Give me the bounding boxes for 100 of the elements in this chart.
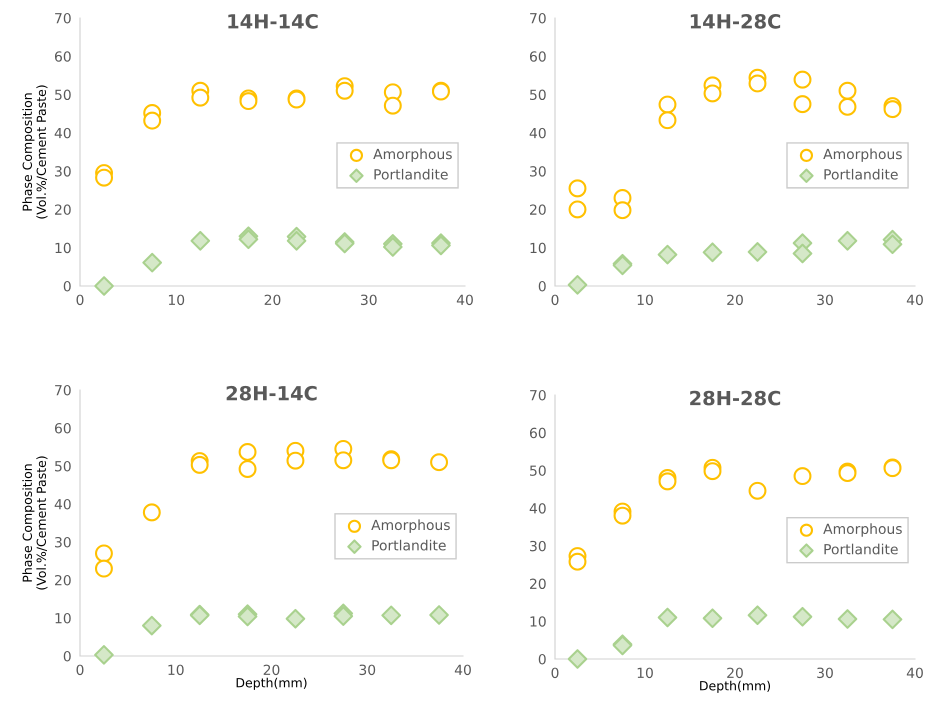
- y-tick-label: 60: [54, 51, 71, 62]
- chart-title: 14H-14C: [228, 14, 318, 29]
- x-tick-label: 10: [168, 664, 184, 676]
- point: [794, 95, 812, 114]
- y-tick-label: 20: [55, 204, 71, 215]
- chart-title: 14H-28C: [690, 14, 780, 29]
- x-tick-label: 10: [638, 294, 653, 306]
- x-tick-label: 40: [456, 294, 473, 306]
- point: [286, 230, 306, 251]
- y-tick-label: 40: [54, 128, 71, 138]
- x-tick-label: 0: [551, 668, 558, 678]
- point: [748, 242, 768, 262]
- y-tick-label: 0: [538, 280, 546, 292]
- point: [838, 82, 856, 100]
- point: [614, 201, 632, 220]
- point: [794, 70, 812, 89]
- point: [142, 252, 162, 272]
- point: [748, 74, 766, 92]
- x-tick-label: 30: [359, 664, 376, 676]
- legend-label: Portlandite: [372, 540, 446, 551]
- point: [286, 608, 306, 629]
- x-tick-label: 30: [360, 294, 377, 306]
- legend-label: Amorphous: [823, 148, 902, 162]
- point: [568, 649, 588, 669]
- y-tick-label: 60: [54, 422, 71, 434]
- point: [704, 84, 722, 102]
- y-tick-label: 20: [530, 204, 546, 215]
- y-tick-label: 0: [64, 650, 71, 662]
- point: [334, 451, 352, 470]
- x-tick-label: 20: [264, 664, 280, 676]
- x-tick-label: 40: [906, 668, 923, 678]
- y-tick-label: 20: [55, 574, 71, 586]
- y-tick-label: 30: [530, 540, 546, 552]
- x-tick-label: 20: [727, 294, 743, 306]
- y-tick-label: 40: [54, 498, 71, 510]
- point: [429, 605, 449, 625]
- chart-title: 28H-28C: [690, 390, 780, 406]
- y-tick-label: 10: [56, 612, 71, 624]
- point: [568, 200, 586, 218]
- point: [702, 608, 722, 628]
- x-tick-label: 0: [76, 664, 84, 676]
- legend-label: Portlandite: [824, 544, 898, 554]
- point: [94, 276, 114, 296]
- y-tick-label: 70: [55, 12, 71, 24]
- x-axis-title: Depth(mm): [700, 680, 770, 693]
- point: [614, 506, 632, 525]
- point: [286, 452, 304, 470]
- x-tick-label: 20: [264, 294, 280, 306]
- y-tick-label: 10: [530, 242, 546, 254]
- point: [568, 275, 588, 295]
- x-tick-label: 0: [76, 294, 84, 306]
- point: [884, 100, 902, 118]
- point: [748, 482, 766, 500]
- point: [568, 179, 586, 198]
- point: [239, 92, 258, 110]
- y-tick-label: 60: [530, 51, 546, 62]
- point: [658, 608, 678, 628]
- point: [384, 96, 402, 115]
- point: [658, 244, 678, 264]
- x-axis-title: Depth(mm): [236, 678, 307, 690]
- y-tick-label: 40: [530, 128, 546, 138]
- point: [658, 472, 676, 490]
- point: [142, 616, 162, 636]
- point: [792, 244, 812, 264]
- x-tick-label: 40: [906, 294, 923, 306]
- point: [792, 606, 812, 627]
- x-tick-label: 10: [638, 668, 653, 678]
- point: [704, 462, 722, 480]
- point: [238, 442, 257, 461]
- point: [94, 645, 114, 665]
- point: [838, 98, 856, 116]
- y-tick-label: 20: [530, 578, 546, 590]
- point: [658, 111, 676, 130]
- point: [430, 453, 448, 472]
- y-tick-label: 60: [530, 428, 546, 438]
- x-tick-label: 30: [817, 668, 833, 678]
- point: [568, 552, 586, 571]
- point: [143, 112, 162, 130]
- x-tick-label: 10: [168, 294, 184, 306]
- legend-label: Portlandite: [824, 168, 898, 180]
- point: [702, 242, 722, 262]
- point: [191, 88, 210, 107]
- point: [381, 606, 402, 626]
- y-axis-title: Phase Composition (Vol.%/Cement Paste): [22, 456, 48, 590]
- x-tick-label: 40: [454, 664, 471, 676]
- point: [190, 456, 209, 474]
- y-tick-label: 10: [530, 616, 546, 627]
- point: [838, 230, 858, 251]
- point: [794, 467, 812, 486]
- point: [658, 96, 676, 114]
- x-tick-label: 0: [551, 294, 558, 306]
- y-tick-label: 70: [55, 384, 71, 396]
- y-tick-label: 50: [55, 90, 71, 100]
- point: [94, 544, 113, 562]
- y-tick-label: 50: [530, 465, 546, 476]
- y-tick-label: 30: [55, 536, 71, 548]
- point: [95, 168, 114, 187]
- y-tick-label: 50: [55, 460, 71, 472]
- point: [748, 605, 768, 626]
- y-tick-label: 10: [56, 242, 71, 254]
